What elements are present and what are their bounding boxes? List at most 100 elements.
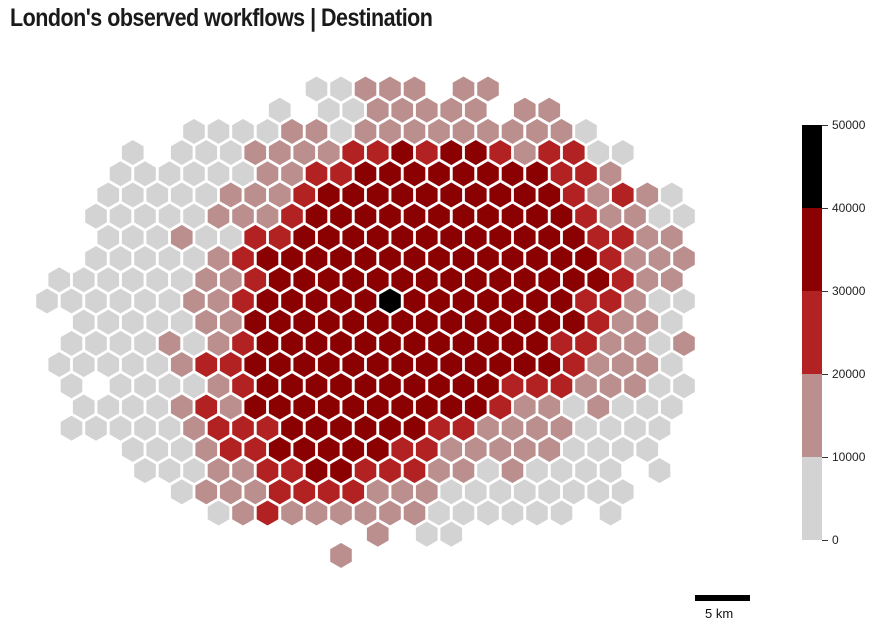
hex-cell (586, 393, 611, 421)
hex-cell (243, 223, 268, 252)
hex-cell (243, 265, 268, 294)
hex-cell (218, 477, 243, 506)
hex-cell (610, 350, 635, 379)
hex-cell (157, 456, 182, 485)
hex-cell (169, 223, 194, 252)
hex-cell (488, 308, 513, 337)
hex-cell (451, 202, 476, 231)
hex-cell (194, 435, 219, 464)
hex-cell (157, 371, 182, 400)
hex-cell (157, 287, 182, 315)
hex-cell (133, 329, 157, 358)
hex-cell (610, 223, 635, 252)
hex-cell (402, 117, 427, 146)
color-legend (802, 125, 822, 540)
hex-cell (463, 96, 488, 125)
hex-cell (96, 308, 121, 337)
hex-cell (524, 287, 550, 315)
hex-cell (610, 393, 635, 421)
hex-cell (622, 414, 648, 443)
hex-cell (316, 265, 341, 294)
hex-cell (427, 287, 451, 315)
hex-cell (488, 350, 513, 379)
hex-cell (610, 181, 635, 209)
hex-cell (169, 477, 194, 506)
hex-cell (353, 75, 378, 103)
hex-cell (267, 393, 292, 421)
hex-cell (463, 308, 488, 337)
hex-cell (120, 350, 145, 379)
hex-cell (512, 138, 537, 167)
hex-cell (341, 308, 366, 337)
hex-cell (108, 329, 133, 358)
legend-tick-label: 30000 (832, 284, 866, 298)
hex-cell (537, 138, 562, 167)
hex-cell (439, 477, 464, 506)
hex-cell (610, 477, 635, 506)
hex-cell (108, 244, 133, 273)
hex-cell (378, 244, 402, 273)
hex-cell (267, 96, 292, 125)
hex-cell (586, 265, 611, 294)
hex-cell (231, 499, 255, 527)
hex-cell (218, 435, 243, 464)
hex-cell (524, 371, 550, 400)
hex-cell (390, 138, 415, 167)
hex-cell (598, 371, 623, 400)
hex-cell (427, 414, 451, 443)
hex-cell (622, 287, 648, 315)
hex-cell (402, 244, 427, 273)
hex-cell (488, 435, 513, 464)
hex-cell (451, 117, 476, 146)
hex-cell (549, 371, 574, 400)
hex-cell (488, 393, 513, 421)
hex-cell (414, 477, 439, 506)
hex-cell (402, 202, 427, 231)
hex-cell (231, 329, 255, 358)
legend-tick (822, 208, 828, 209)
hex-cell (512, 96, 537, 125)
hex-cell (451, 456, 476, 485)
hex-cell (610, 265, 635, 294)
hex-cell (267, 308, 292, 337)
hex-cell (524, 414, 550, 443)
hex-cell (610, 308, 635, 337)
hex-cell (365, 96, 390, 125)
hex-cell (365, 393, 390, 421)
hex-cell (427, 499, 451, 527)
hex-cell (500, 117, 525, 146)
hex-cell (120, 393, 145, 421)
hex-cell (476, 117, 500, 146)
hex-cell (304, 202, 329, 231)
hex-cell (353, 414, 378, 443)
hex-cell (439, 350, 464, 379)
hex-cell (304, 159, 329, 188)
hex-cell (243, 435, 268, 464)
hex-cell (133, 371, 157, 400)
hex-cell (451, 75, 476, 103)
legend-tick (822, 125, 828, 126)
hex-cell (120, 435, 145, 464)
hex-cell (267, 138, 292, 167)
hex-cell (231, 371, 255, 400)
hex-cell (169, 181, 194, 209)
legend-tick (822, 540, 828, 541)
legend-band-10000-20000 (802, 374, 822, 457)
hex-cell (390, 350, 415, 379)
hex-cell (414, 520, 439, 549)
hex-cell (218, 350, 243, 379)
hex-cell (329, 541, 353, 570)
hex-cell (194, 181, 219, 209)
hex-cell (280, 117, 304, 146)
hex-cell (488, 477, 513, 506)
hex-cell (402, 371, 427, 400)
hex-cell (292, 393, 317, 421)
hex-cell (414, 435, 439, 464)
hex-cell (182, 329, 206, 358)
hex-cell (524, 456, 550, 485)
hex-cell (169, 308, 194, 337)
hex-cell (414, 181, 439, 209)
hex-cell (573, 159, 599, 188)
hex-cell (157, 244, 182, 273)
hex-cell (206, 244, 231, 273)
